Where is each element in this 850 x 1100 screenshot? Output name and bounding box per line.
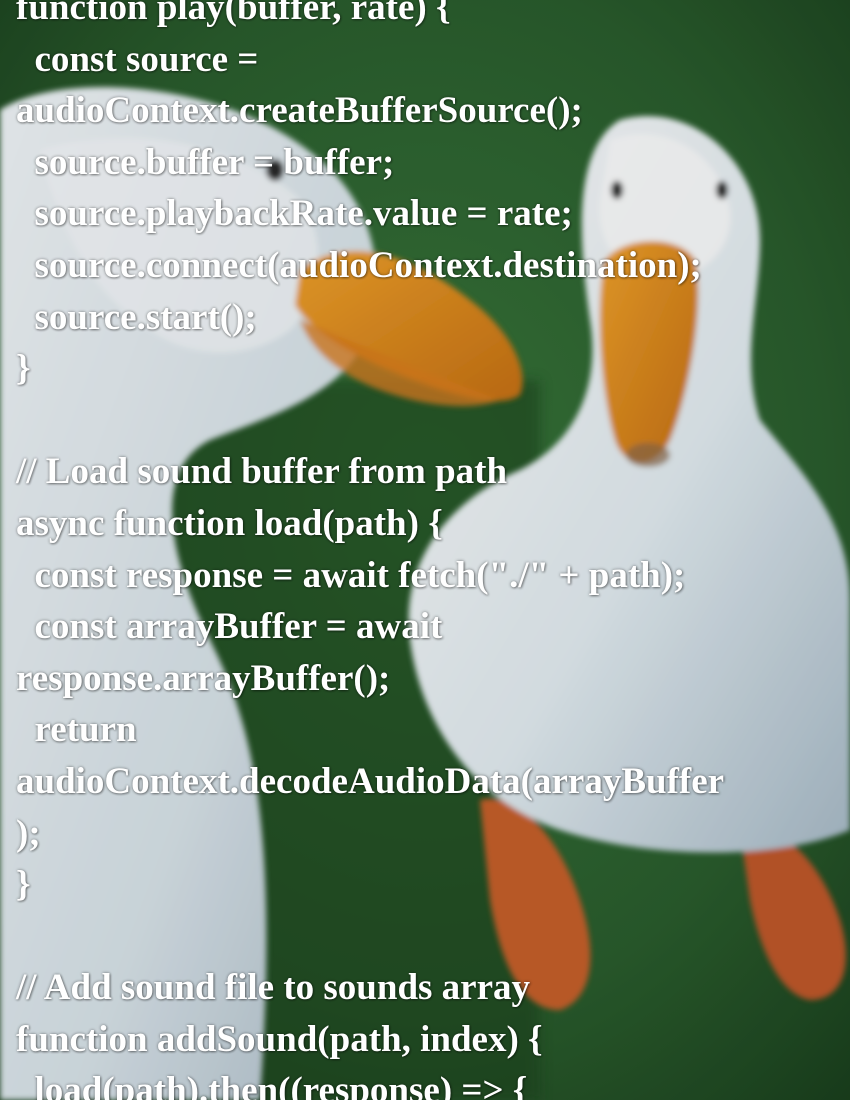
right-duck xyxy=(408,116,850,1010)
code-line xyxy=(16,395,850,447)
code-line: source.connect(audioContext.destination)… xyxy=(16,244,702,286)
code-line: source.buffer = buffer; xyxy=(16,141,395,183)
code-line: const response = await fetch("./" + path… xyxy=(16,554,686,596)
code-line: function addSound(path, index) { xyxy=(16,1018,543,1060)
code-line: function play(buffer, rate) { xyxy=(16,0,451,28)
code-line: async function load(path) { xyxy=(16,502,443,544)
code-text-overlay: function play(buffer, rate) { const sour… xyxy=(16,0,850,1100)
code-line: load(path).then((response) => { xyxy=(16,1070,528,1100)
right-duck-eye-right xyxy=(716,181,728,199)
left-duck-beak xyxy=(295,251,523,402)
right-duck-foot-left xyxy=(480,798,591,1010)
code-line: response.arrayBuffer(); xyxy=(16,657,391,699)
right-duck-beak xyxy=(599,241,699,463)
right-duck-foot-right xyxy=(740,828,846,1000)
code-line: ); xyxy=(16,812,41,854)
code-line: // Add sound file to sounds array xyxy=(16,967,531,1009)
right-duck-eye-left xyxy=(611,181,623,199)
code-line: audioContext.createBufferSource(); xyxy=(16,90,583,132)
left-duck-eye xyxy=(266,159,284,181)
code-line: return xyxy=(16,709,137,751)
code-line: } xyxy=(16,348,31,390)
code-line: } xyxy=(16,864,31,906)
code-line: // Load sound buffer from path xyxy=(16,451,508,493)
code-line: audioContext.decodeAudioData(arrayBuffer xyxy=(16,760,725,802)
code-line: const arrayBuffer = await xyxy=(16,606,443,648)
left-duck xyxy=(0,87,523,1100)
code-line: source.playbackRate.value = rate; xyxy=(16,193,573,235)
code-line xyxy=(16,911,850,963)
code-line: const source = xyxy=(16,38,259,80)
code-line: source.start(); xyxy=(16,296,257,338)
